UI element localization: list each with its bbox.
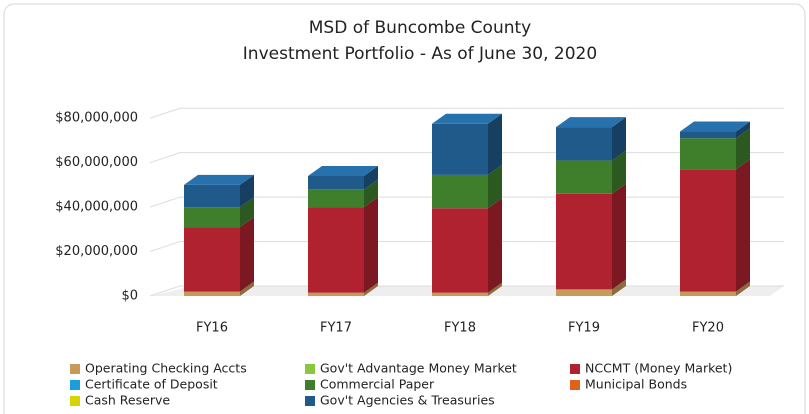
bar-segment bbox=[308, 176, 364, 190]
legend-swatch bbox=[305, 396, 315, 406]
x-tick-label: FY19 bbox=[568, 321, 600, 336]
legend-swatch bbox=[70, 380, 80, 390]
bar-side bbox=[488, 282, 502, 296]
legend-label: Municipal Bonds bbox=[585, 377, 687, 392]
bar-side bbox=[736, 281, 750, 296]
bar-segment bbox=[432, 208, 488, 293]
bar-side bbox=[736, 128, 750, 170]
bar-segment bbox=[680, 169, 736, 292]
bar-segment bbox=[184, 227, 240, 292]
bar-segment bbox=[680, 138, 736, 170]
x-tick-label: FY20 bbox=[692, 321, 724, 336]
legend-swatch bbox=[70, 364, 80, 374]
bar-segment bbox=[680, 131, 736, 139]
bar-side bbox=[736, 121, 750, 139]
y-tick-label: $80,000,000 bbox=[55, 111, 138, 126]
bar-segment bbox=[308, 292, 364, 296]
bar-side bbox=[240, 174, 254, 208]
bar-segment bbox=[432, 123, 488, 175]
bar-side bbox=[488, 164, 502, 209]
bar-side bbox=[364, 282, 378, 296]
legend-label: Certificate of Deposit bbox=[85, 377, 218, 392]
bar-segment bbox=[184, 291, 240, 296]
legend-swatch bbox=[70, 396, 80, 406]
y-tick-label: $60,000,000 bbox=[55, 155, 138, 170]
x-tick-label: FY18 bbox=[444, 321, 476, 336]
bar-top bbox=[432, 113, 502, 124]
bar-segment bbox=[308, 207, 364, 293]
legend-label: Commercial Paper bbox=[320, 377, 435, 392]
bar-side bbox=[364, 197, 378, 293]
bar-segment bbox=[556, 289, 612, 296]
bar-side bbox=[612, 150, 626, 194]
legend-label: Cash Reserve bbox=[85, 393, 170, 408]
bar-segment bbox=[432, 174, 488, 209]
x-tick-label: FY16 bbox=[196, 321, 228, 336]
bar-segment bbox=[556, 127, 612, 161]
x-tick-label: FY17 bbox=[320, 321, 352, 336]
grid-line bbox=[149, 107, 784, 119]
chart-subtitle: Investment Portfolio - As of June 30, 20… bbox=[243, 44, 597, 64]
bar-top bbox=[680, 121, 750, 132]
legend-swatch bbox=[570, 364, 580, 374]
bar-side bbox=[612, 183, 626, 290]
bar-top bbox=[556, 117, 626, 128]
bar-side bbox=[488, 113, 502, 175]
bar-top bbox=[184, 174, 254, 185]
bar-side bbox=[612, 279, 626, 296]
legend-label: Gov't Agencies & Treasuries bbox=[320, 393, 495, 408]
bar-segment bbox=[184, 184, 240, 208]
legend-swatch bbox=[305, 380, 315, 390]
chart-frame bbox=[3, 3, 806, 414]
legend-label: Gov't Advantage Money Market bbox=[320, 361, 517, 376]
legend-swatch bbox=[570, 380, 580, 390]
bar-side bbox=[736, 159, 750, 292]
legend-swatch bbox=[305, 364, 315, 374]
bar-side bbox=[364, 166, 378, 190]
legend-label: Operating Checking Accts bbox=[85, 361, 247, 376]
bar-segment bbox=[556, 160, 612, 194]
bar-side bbox=[488, 198, 502, 293]
bar-segment bbox=[184, 207, 240, 228]
bar-side bbox=[240, 217, 254, 292]
bar-side bbox=[364, 179, 378, 208]
legend-label: NCCMT (Money Market) bbox=[585, 361, 732, 376]
bar-segment bbox=[308, 189, 364, 208]
bar-segment bbox=[680, 291, 736, 296]
chart-title: MSD of Buncombe County bbox=[309, 18, 531, 38]
y-tick-label: $40,000,000 bbox=[55, 200, 138, 215]
bar-segment bbox=[432, 292, 488, 296]
bar-side bbox=[240, 281, 254, 296]
bar-top bbox=[308, 166, 378, 176]
bar-segment bbox=[556, 193, 612, 290]
y-tick-label: $20,000,000 bbox=[55, 244, 138, 259]
y-tick-label: $0 bbox=[121, 289, 138, 304]
bar-side bbox=[612, 117, 626, 161]
